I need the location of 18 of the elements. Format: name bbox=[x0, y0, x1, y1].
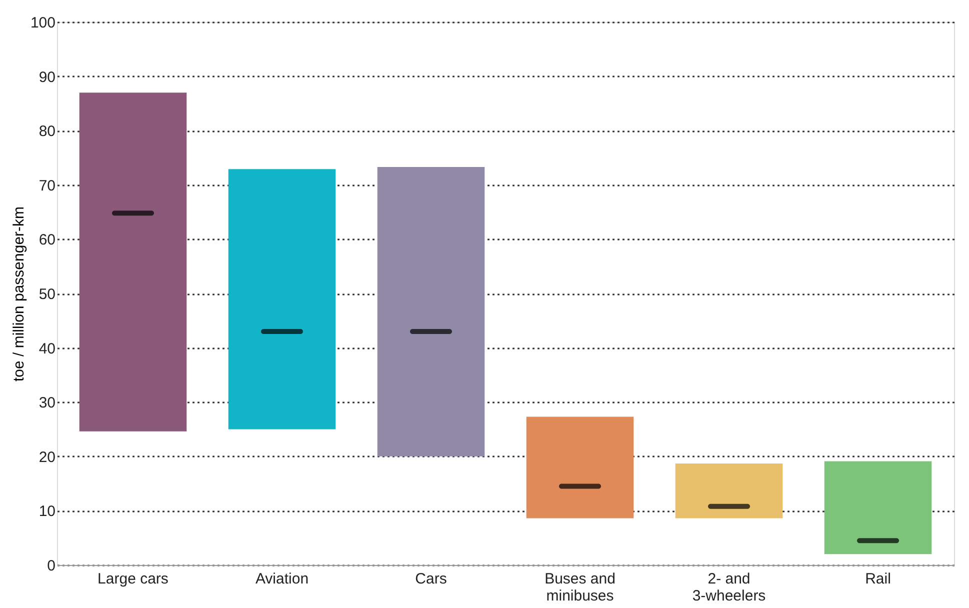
y-tick-label: 80 bbox=[38, 123, 56, 140]
x-tick-label: Rail bbox=[865, 570, 891, 588]
x-tick-label: 2- and 3-wheelers bbox=[692, 570, 766, 604]
y-axis-title: toe / million passenger-km bbox=[10, 206, 28, 382]
x-tick-label: Cars bbox=[415, 570, 447, 588]
x-tick-label: Large cars bbox=[98, 570, 168, 588]
x-tick-label: Buses and minibuses bbox=[544, 570, 616, 604]
y-tick-label: 90 bbox=[38, 68, 56, 86]
y-tick-label: 60 bbox=[38, 232, 56, 249]
y-tick-label: 100 bbox=[30, 14, 56, 32]
y-tick-label: 20 bbox=[38, 448, 56, 466]
x-tick-label: Aviation bbox=[255, 570, 309, 588]
y-tick-label: 0 bbox=[47, 558, 56, 574]
y-tick-label: 40 bbox=[38, 340, 56, 358]
y-tick-label: 30 bbox=[38, 394, 56, 412]
y-tick-label: 50 bbox=[38, 286, 56, 303]
y-tick-label: 70 bbox=[38, 177, 56, 194]
y-tick-label: 10 bbox=[38, 503, 56, 520]
